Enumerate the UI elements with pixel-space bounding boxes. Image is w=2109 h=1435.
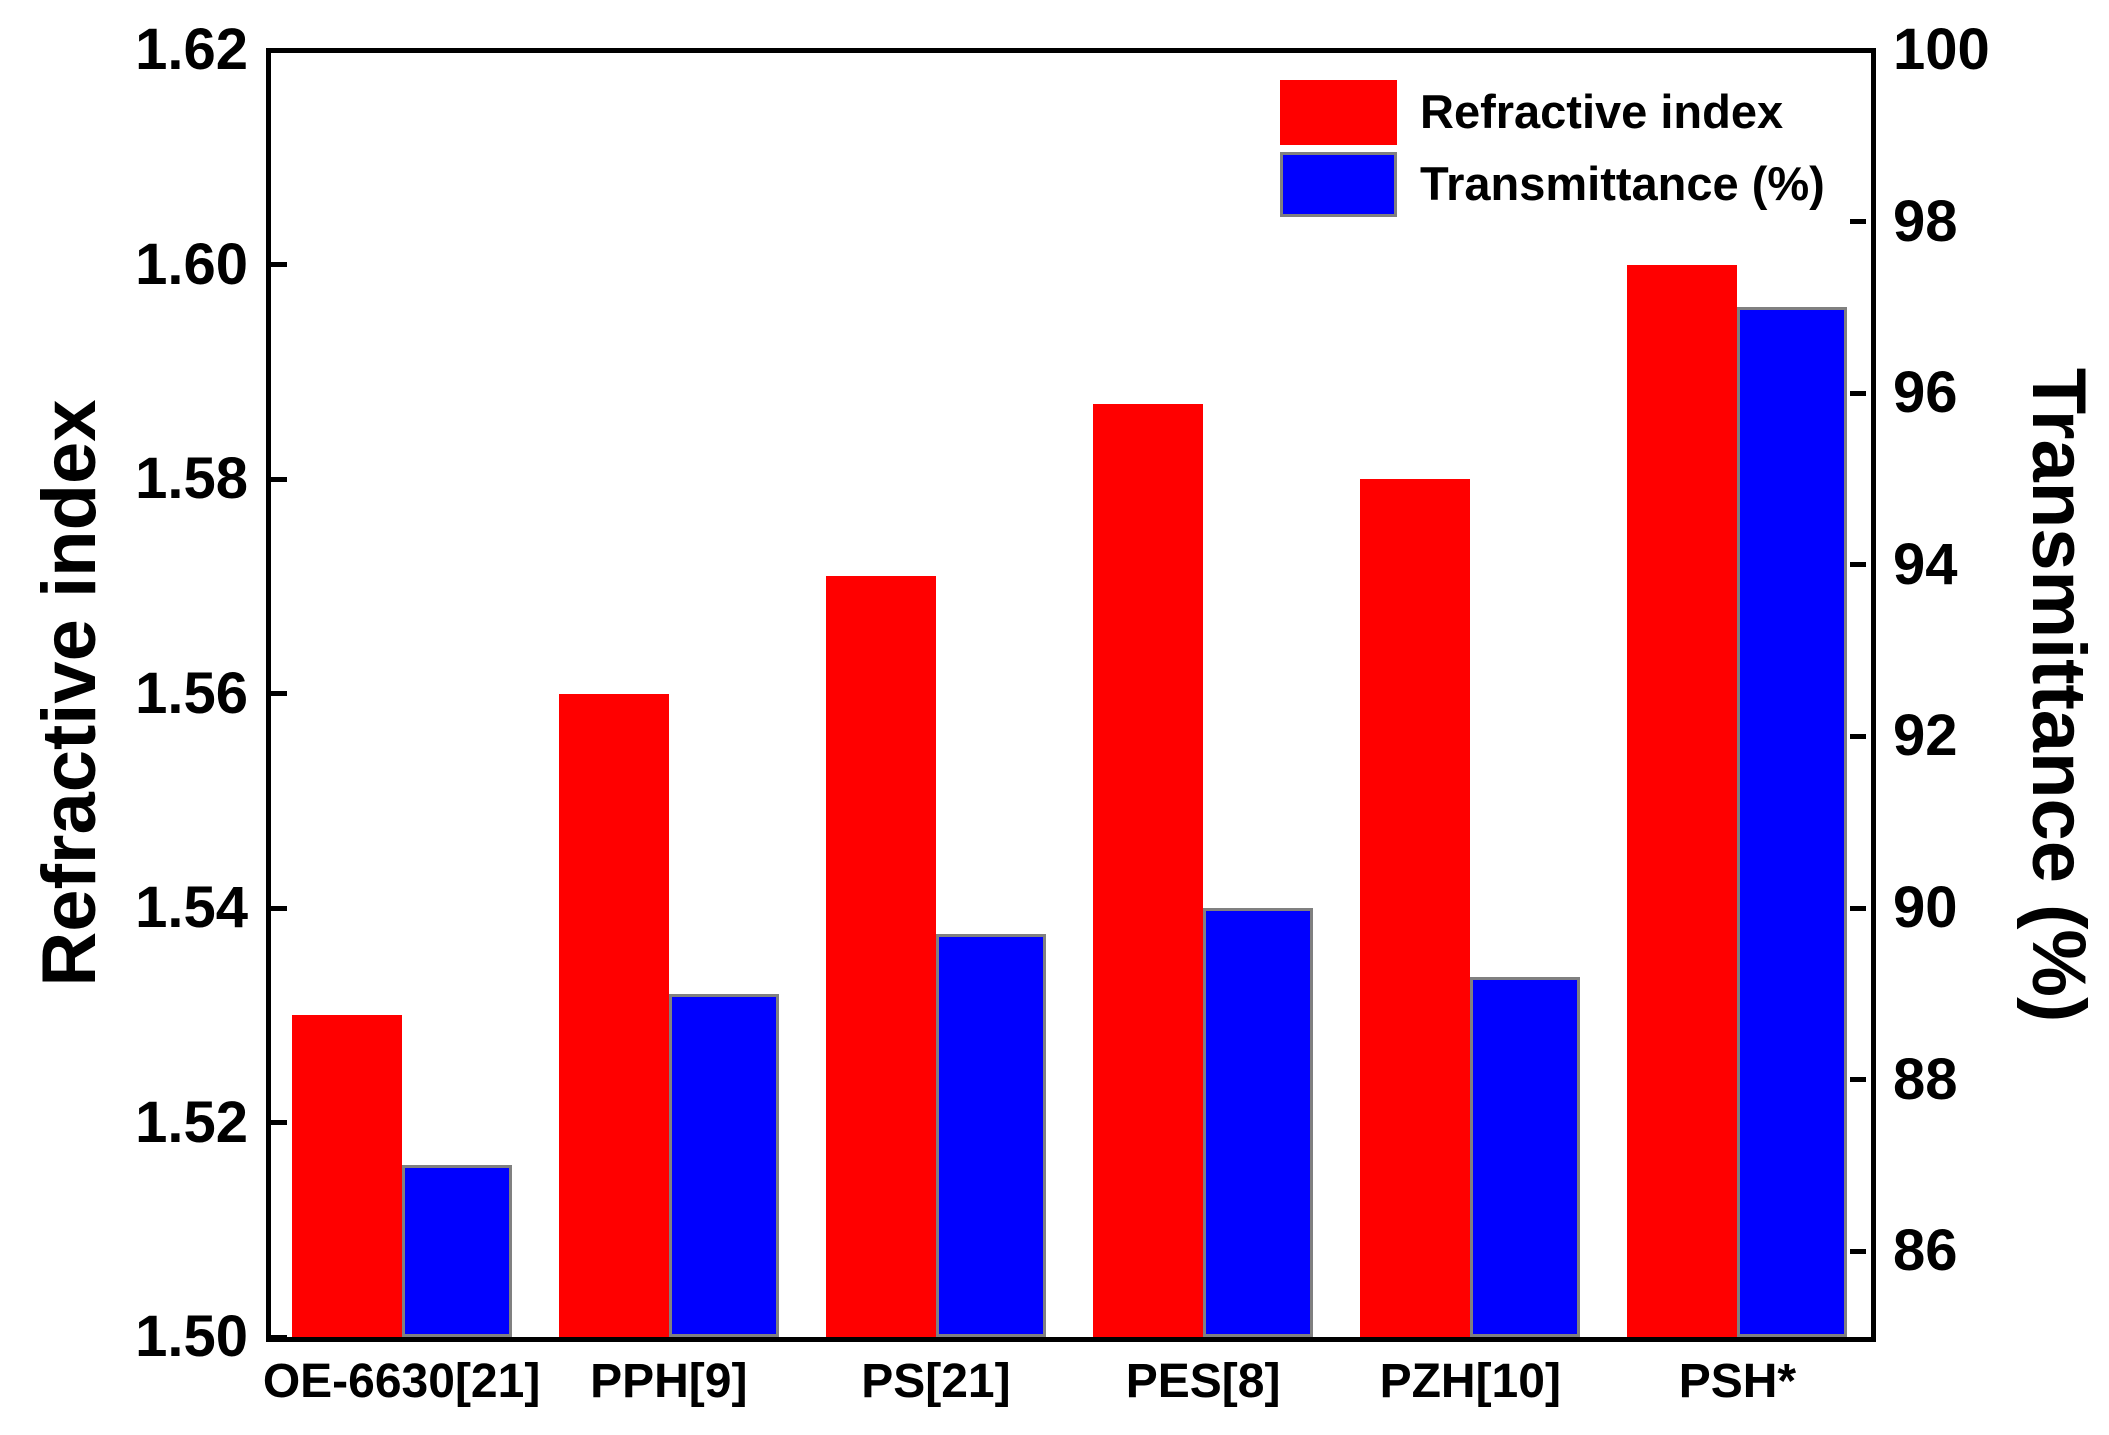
x-axis-label-5: PZH[10] [1379, 1355, 1561, 1408]
left-axis-tick-label: 1.60 [135, 231, 248, 297]
x-axis-label-6: PSH* [1678, 1355, 1797, 1408]
transmittance-bar-4 [1203, 908, 1314, 1337]
left-axis-tick [271, 905, 287, 911]
refractive-index-bar-4 [1093, 403, 1204, 1337]
left-axis-tick [271, 1334, 287, 1340]
x-axis-label-4: PES[8] [1125, 1355, 1281, 1408]
right-axis-tick-label: 100 [1893, 17, 1990, 82]
left-axis-tick [271, 47, 287, 53]
right-axis-tick-label: 92 [1893, 703, 1958, 769]
right-axis-title: Transmittance (%) [2016, 367, 2101, 1023]
left-axis-tick-label: 1.54 [135, 875, 248, 940]
refractive-index-bar-5 [1360, 479, 1471, 1337]
right-axis-tick-label: 94 [1893, 531, 1958, 597]
left-axis-tick-label: 1.56 [135, 660, 248, 726]
legend-label-refractive-index: Refractive index [1420, 85, 1784, 138]
refractive-index-bar-1 [291, 1015, 402, 1337]
left-axis-tick [271, 691, 287, 696]
right-axis-tick [1850, 219, 1866, 225]
refractive-index-bar-2 [558, 693, 669, 1337]
left-axis-tick-label: 1.50 [135, 1304, 248, 1369]
transmittance-bar-3 [935, 933, 1046, 1337]
right-axis-tick [1850, 1077, 1866, 1083]
legend-swatch-refractive-index [1280, 80, 1397, 145]
right-axis-tick [1850, 562, 1866, 568]
legend-swatch-transmittance [1280, 152, 1397, 217]
refractive-index-bar-6 [1627, 264, 1738, 1337]
right-axis-tick-label: 96 [1893, 360, 1958, 426]
left-axis-title: Refractive index [27, 399, 112, 987]
right-axis-tick-label: 98 [1893, 188, 1958, 254]
left-axis-tick-label: 1.62 [135, 17, 248, 82]
right-axis-tick [1850, 905, 1866, 911]
transmittance-bar-6 [1737, 307, 1848, 1337]
left-axis-tick-label: 1.58 [135, 446, 248, 511]
left-axis-tick [271, 476, 287, 482]
legend-label-transmittance: Transmittance (%) [1420, 157, 1825, 210]
x-axis-label-1: OE-6630[21] [262, 1355, 541, 1408]
right-axis-tick [1850, 1248, 1866, 1254]
left-axis-tick-label: 1.52 [135, 1089, 248, 1155]
left-axis-tick [271, 1120, 287, 1125]
refractive-index-bar-3 [825, 575, 936, 1337]
x-axis-label-2: PPH[9] [590, 1355, 748, 1408]
right-axis-tick [1850, 47, 1866, 53]
right-axis-tick-label: 86 [1893, 1218, 1958, 1284]
right-axis-tick-label: 90 [1893, 875, 1958, 940]
transmittance-bar-2 [668, 993, 779, 1337]
right-axis-tick-label: 88 [1893, 1046, 1958, 1112]
x-axis-label-3: PS[21] [861, 1355, 1011, 1408]
left-axis-tick [271, 262, 287, 267]
transmittance-bar-1 [401, 1165, 512, 1337]
transmittance-bar-5 [1470, 976, 1581, 1337]
right-axis-tick [1850, 390, 1866, 396]
right-axis-tick [1850, 733, 1866, 739]
